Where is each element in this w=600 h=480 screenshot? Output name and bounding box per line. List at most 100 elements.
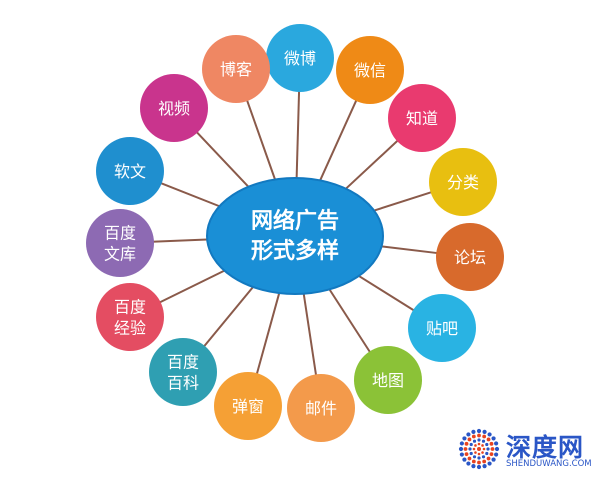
topic-node[interactable]: 弹窗 [214,372,282,440]
topic-node-circle [266,24,334,92]
logo-dot [477,456,481,460]
logo-dot [491,436,496,441]
site-logo[interactable]: 深度网 SHENDUWANG.COM [456,426,596,474]
logo-dot [481,455,486,459]
logo-dot [477,442,481,446]
logo-dot [482,459,487,464]
spoke-line [373,190,433,212]
logo-dot [458,446,464,452]
topic-node-circle [388,84,456,152]
logo-dot [464,441,469,446]
topic-node-label: 微博 [284,49,316,68]
logo-dot [489,452,494,457]
logo-dot [468,447,472,451]
logo-dot [486,447,490,451]
topic-node[interactable]: 分类 [429,148,497,216]
topic-node[interactable]: 贴吧 [408,294,476,362]
logo-dot [471,434,476,439]
topic-node-label: 弹窗 [232,397,264,416]
spoke-line [159,181,220,208]
logo-url: SHENDUWANG.COM [506,459,592,469]
topic-node-circle [287,374,355,442]
logo-dot [477,447,481,451]
spoke-line [245,98,276,180]
topic-node-circle [96,137,164,205]
logo-dot [459,441,464,446]
logo-dot [464,452,469,457]
topic-node-circle [140,74,208,142]
logo-dot [472,439,477,443]
topic-node-label: 视频 [158,99,190,118]
topic-node[interactable]: 论坛 [436,223,504,291]
spoke-line [158,269,225,304]
logo-dot [494,452,499,457]
topic-node-label: 分类 [447,173,479,192]
logo-dot [477,452,481,456]
logo-dot [467,456,472,461]
logo-dot [466,432,471,437]
topic-node-label: 百度 [114,297,146,316]
topic-node-label: 百度 [104,223,136,242]
logo-dot [482,464,487,469]
logo-dot [474,444,477,447]
topic-node[interactable]: 知道 [388,84,456,152]
logo-dot [482,434,487,439]
topic-node-label: 博客 [220,60,252,79]
logo-dot [487,461,492,466]
topic-node[interactable]: 微信 [336,36,404,104]
center-hub: 网络广告 形式多样 [206,177,384,295]
center-hub-ellipse [206,177,384,295]
logo-dot [469,442,473,447]
logo-dot [462,457,467,462]
logo-dot [477,438,481,442]
topic-node-label: 知道 [406,109,438,128]
logo-dot [482,447,486,451]
topic-node-label: 地图 [372,371,404,390]
spoke-lines [151,89,439,377]
topic-node-label: 贴吧 [426,319,458,338]
topic-node[interactable]: 地图 [354,346,422,414]
logo-dot [486,456,491,461]
topic-node-circle [354,346,422,414]
logo-dot [466,461,471,466]
topic-node[interactable]: 博客 [202,35,270,103]
topic-node-circle [149,338,217,406]
topic-node-circle [336,36,404,104]
topic-node[interactable]: 微博 [266,24,334,92]
spoke-line [302,293,318,377]
topic-node-label: 软文 [114,162,146,181]
spoke-line [295,89,301,179]
logo-dot [476,464,482,470]
logo-dot [476,428,482,434]
logo-dot [481,451,484,454]
topic-node[interactable]: 软文 [96,137,164,205]
topic-node-circle [408,294,476,362]
topic-node[interactable]: 邮件 [287,374,355,442]
topic-node-circle [429,148,497,216]
logo-dot [477,433,481,438]
topic-node-circle [96,283,164,351]
spoke-line [202,286,254,348]
logo-dot [471,464,476,469]
logo-dot [472,455,477,459]
spoke-line [358,275,416,312]
topic-node-label: 微信 [354,61,386,80]
logo-dot [485,442,489,447]
center-hub-line-2: 形式多样 [251,238,339,264]
logo-dot [471,429,476,434]
spoke-line [255,292,281,376]
logo-dot [491,457,496,462]
topic-node-label: 邮件 [305,399,337,418]
topic-node[interactable]: 视频 [140,74,208,142]
logo-dot [486,437,491,442]
spoke-line [328,288,372,354]
logo-dot [471,459,476,464]
topic-node-circle [214,372,282,440]
center-hub-line-1: 网络广告 [251,208,339,234]
logo-dot [463,447,468,451]
